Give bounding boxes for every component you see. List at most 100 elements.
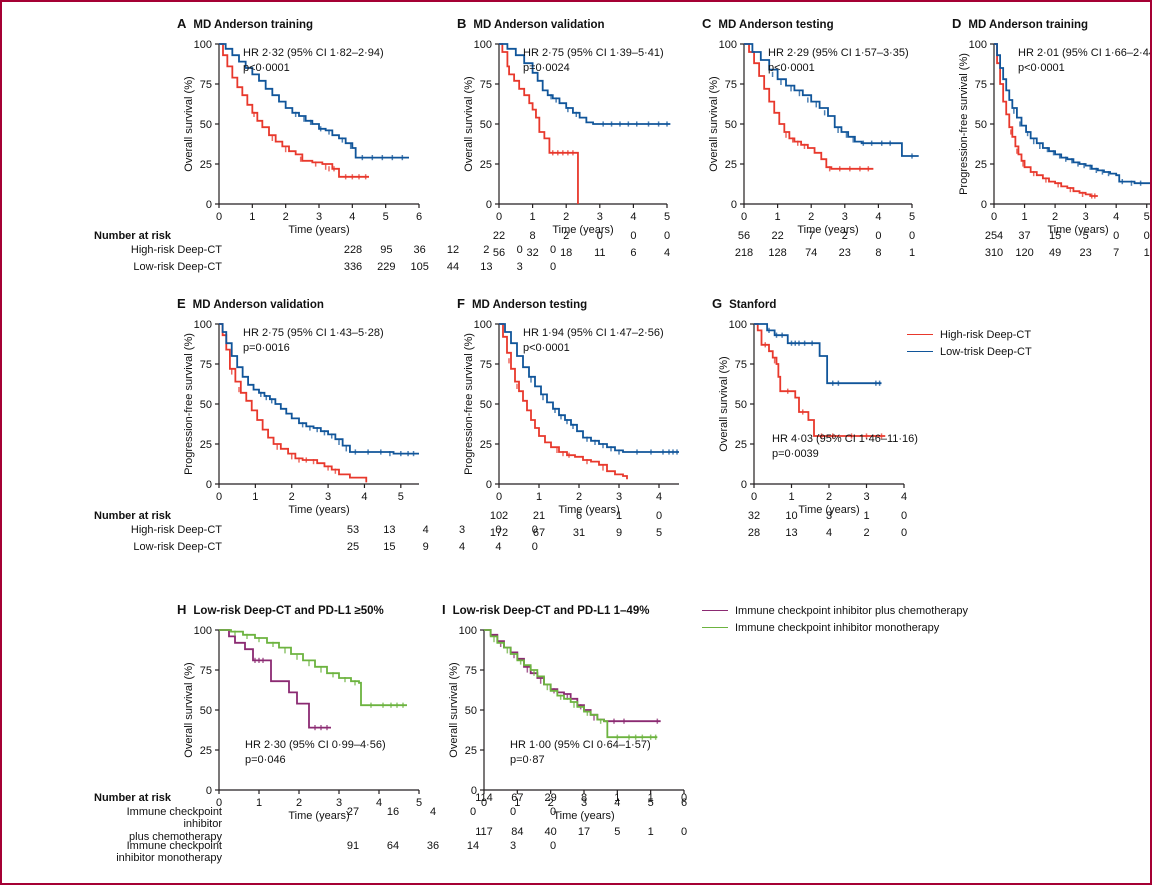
- risk-values: 28 13 4 2 0: [692, 527, 907, 544]
- svg-text:25: 25: [725, 159, 737, 171]
- legend-swatch-icon: [702, 610, 728, 611]
- x-axis-label: Time (years): [288, 810, 350, 822]
- curve-high-risk: [499, 323, 628, 480]
- svg-text:1: 1: [775, 211, 781, 223]
- hr-annotation: HR 1·94 (95% CI 1·47–2·56) p<0·0001: [523, 326, 664, 356]
- svg-text:75: 75: [200, 79, 212, 91]
- panel-title: MD Anderson training: [193, 19, 314, 31]
- risk-value: 44: [446, 261, 460, 273]
- risk-value: 8: [875, 247, 882, 259]
- risk-value: 4: [825, 527, 833, 539]
- svg-text:1: 1: [1021, 211, 1027, 223]
- svg-text:3: 3: [863, 491, 869, 503]
- hr-value: HR 2·75 (95% CI 1·39–5·41): [523, 47, 664, 59]
- panel-header-f: F MD Anderson testing: [457, 296, 695, 311]
- risk-values: 102 21 6 1 0: [490, 510, 716, 527]
- risk-value: 95: [380, 244, 393, 256]
- hr-annotation: HR 4·03 (95% CI 1·46–11·16) p=0·0039: [772, 432, 918, 462]
- risk-value: 28: [747, 527, 761, 539]
- panel-b: B MD Anderson validation 0 25 50 75 100 0 1 2 3 4 5 H…: [457, 16, 683, 236]
- svg-text:0: 0: [991, 211, 997, 223]
- hr-annotation: HR 2·75 (95% CI 1·43–5·28) p=0·0016: [243, 326, 384, 356]
- svg-text:1: 1: [252, 491, 258, 503]
- risk-table-c: 56 22 7 2 0 0 218 128 74 23 8 1: [662, 230, 915, 264]
- risk-value: 8: [529, 230, 536, 242]
- svg-text:4: 4: [875, 211, 881, 223]
- panel-header-i: I Low-risk Deep-CT and PD-L1 1–49%: [442, 602, 700, 617]
- plot-a: 0 25 50 75 100 0 1 2 3 4 5 6: [194, 39, 422, 223]
- risk-value: 9: [615, 527, 623, 539]
- svg-text:0: 0: [496, 211, 502, 223]
- risk-values: 336 229 105 44 13 3 0: [228, 261, 556, 278]
- risk-table-a: Number at risk High-risk Deep-CT 228 95 36 12…: [94, 230, 556, 278]
- svg-text:0: 0: [486, 479, 492, 491]
- risk-value: 13: [383, 524, 396, 536]
- risk-value: 56: [737, 230, 751, 242]
- plot-c: 0 25 50 75 100 0 1 2 3 4 5: [719, 39, 919, 223]
- panel-header-c: C MD Anderson testing: [702, 16, 928, 31]
- svg-text:0: 0: [216, 211, 222, 223]
- plot-i: 0 25 50 75 100 0 1 2 3 4 5 6: [459, 625, 687, 809]
- hr-annotation: HR 2·32 (95% CI 1·82–2·94) p<0·0001: [243, 46, 384, 76]
- risk-values: 27 16 4 0 0 0: [228, 806, 556, 823]
- risk-value: 22: [492, 230, 506, 242]
- x-axis-label: Time (years): [798, 504, 860, 516]
- y-axis-label: Overall survival (%): [463, 76, 475, 172]
- legend-swatch-icon: [702, 627, 728, 628]
- panel-title: Low-risk Deep-CT and PD-L1 ≥50%: [193, 605, 384, 617]
- risk-value: 0: [908, 230, 916, 242]
- risk-value: 36: [426, 840, 440, 852]
- plot-f: 0 25 50 75 100 0 1 2 3 4: [474, 319, 679, 503]
- curve-ici-chemo: [484, 629, 661, 723]
- legend-label: High-risk Deep-CT: [940, 328, 1032, 341]
- panel-header-h: H Low-risk Deep-CT and PD-L1 ≥50%: [177, 602, 435, 617]
- svg-text:2: 2: [1052, 211, 1058, 223]
- svg-text:0: 0: [741, 479, 747, 491]
- curve-high-risk: [499, 43, 579, 204]
- plot-e: 0 25 50 75 100 0 1 2 3 4 5: [194, 319, 419, 503]
- risk-value: 1: [614, 792, 621, 804]
- svg-text:4: 4: [376, 797, 382, 809]
- risk-value: 0: [495, 524, 502, 536]
- risk-value: 3: [509, 840, 517, 852]
- panel-header-b: B MD Anderson validation: [457, 16, 683, 31]
- svg-text:3: 3: [325, 491, 331, 503]
- risk-value: 13: [785, 527, 798, 539]
- svg-text:4: 4: [349, 211, 355, 223]
- legend-swatch-icon: [907, 351, 933, 352]
- svg-text:25: 25: [200, 439, 212, 451]
- svg-text:2: 2: [289, 491, 295, 503]
- panel-c: C MD Anderson testing 0 25 50 75 100 0 1 2 3 4 5 HR 2…: [702, 16, 928, 236]
- risk-row: 172 67 31 9 5: [490, 527, 716, 544]
- risk-value: 22: [771, 230, 784, 242]
- p-value: p=0·0039: [772, 447, 819, 460]
- legend-label: Immune checkpoint inhibitor plus chemoth…: [735, 604, 968, 617]
- risk-value: 53: [346, 524, 360, 536]
- risk-value: 7: [1113, 247, 1120, 259]
- p-value: p<0·0001: [523, 341, 570, 354]
- svg-text:25: 25: [480, 159, 492, 171]
- risk-row-label: Low-risk Deep-CT: [133, 541, 222, 553]
- svg-text:50: 50: [735, 399, 747, 411]
- risk-value: 0: [516, 244, 523, 256]
- risk-value: 9: [422, 541, 429, 553]
- hr-value: HR 1·00 (95% CI 0·64–1·57): [510, 739, 651, 751]
- svg-text:25: 25: [200, 159, 212, 171]
- risk-row-label: Low-risk Deep-CT: [133, 261, 222, 273]
- risk-table-title: Number at risk: [94, 792, 172, 804]
- panel-title: MD Anderson testing: [471, 299, 588, 311]
- risk-value: 0: [630, 230, 637, 242]
- risk-value: 2: [863, 527, 870, 539]
- legend-item: Low-trisk Deep-CT: [907, 343, 1032, 360]
- hr-value: HR 1·94 (95% CI 1·47–2·56): [523, 327, 664, 339]
- risk-table-b: 22 8 2 0 0 0 56 32 18 11 6 4: [492, 230, 704, 264]
- risk-values: 117 84 40 17 5 1 0: [442, 826, 687, 843]
- risk-value: 4: [422, 524, 429, 536]
- risk-value: 0: [549, 244, 557, 256]
- risk-value: 84: [511, 826, 524, 838]
- svg-text:0: 0: [481, 797, 487, 809]
- panel-letter: D: [952, 16, 962, 31]
- legend-swatch-icon: [907, 334, 933, 335]
- y-axis-label: Progression-free survival (%): [463, 333, 475, 475]
- svg-text:0: 0: [216, 491, 222, 503]
